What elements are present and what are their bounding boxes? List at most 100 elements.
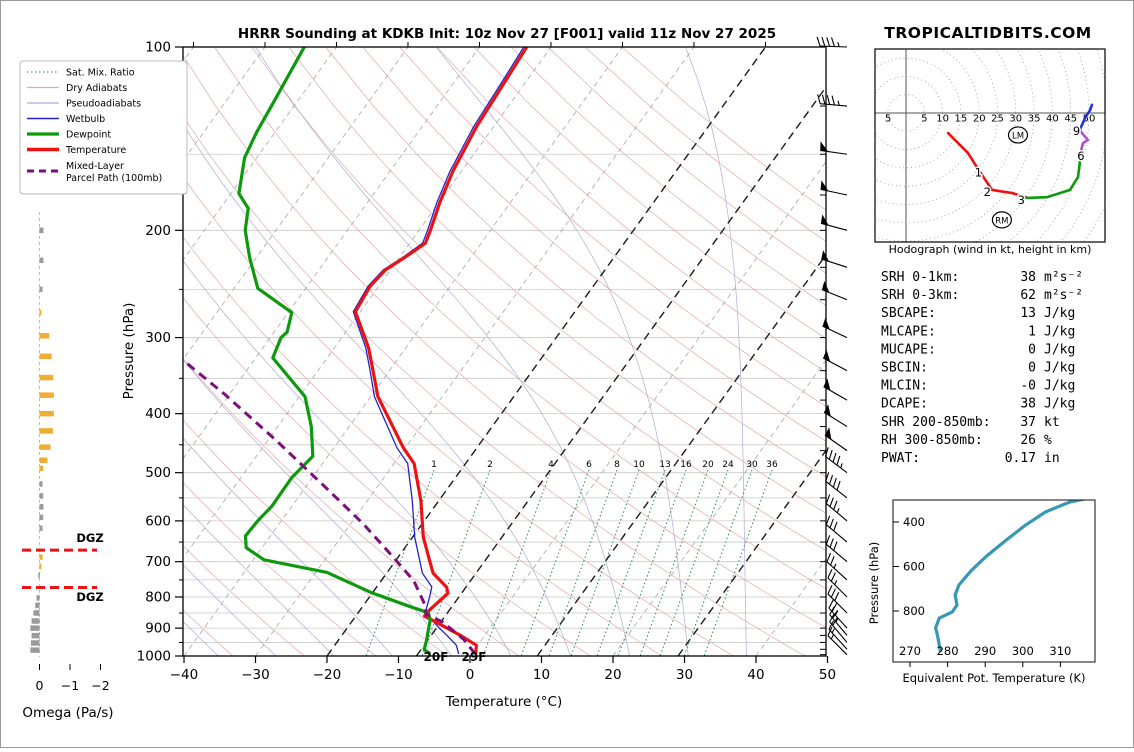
wind-barb [824, 447, 848, 474]
dry-adiabat-line [473, 47, 826, 339]
pressure-tick-label: 900 [145, 621, 171, 637]
pressure-tick-label: 200 [145, 223, 171, 239]
pseudoadiabat-line [183, 564, 277, 656]
pseudoadiabat-line [685, 47, 747, 656]
stat-label: PWAT: [881, 451, 920, 466]
pseudoadiabat-line [183, 437, 393, 656]
legend-item-label: Dewpoint [66, 130, 111, 141]
omega-bar [39, 465, 44, 472]
plot-title: HRRR Sounding at KDKB Init: 10z Nov 27 [… [238, 26, 776, 42]
mixing-ratio-line [520, 469, 590, 656]
omega-bar [35, 602, 40, 609]
stat-value: 0.17 [1005, 451, 1036, 466]
omega-bar [39, 227, 44, 234]
stat-row: SRH 0-3km: 62 m²s⁻² [881, 288, 1083, 303]
legend-item-label: Mixed-Layer [66, 161, 124, 172]
isotherm-line [183, 47, 623, 656]
wind-barb [823, 404, 848, 428]
wind-barb [829, 606, 848, 636]
legend-box [19, 60, 188, 195]
pressure-tick-label: 400 [145, 406, 171, 422]
stat-unit: J/kg [1044, 324, 1075, 339]
hodograph-trace-seg_6_9km [1078, 128, 1090, 157]
mixing-ratio-line [659, 469, 729, 656]
thetae-x-tick-label: 310 [1049, 644, 1071, 658]
stat-label: MLCAPE: [881, 324, 936, 339]
omega-bar [39, 493, 44, 499]
parcel-path-curve [186, 362, 477, 655]
wind-barb [817, 94, 848, 107]
wind-barb [822, 317, 848, 339]
omega-tick-label: 0 [36, 678, 44, 693]
omega-bar [39, 554, 43, 560]
stat-label: SHR 200-850mb: [881, 415, 991, 430]
stat-row: SBCIN: 0 J/kg [881, 361, 1075, 376]
hodograph-ring-label: 45 [1064, 114, 1077, 125]
mixing-ratio-label: 1 [431, 460, 437, 470]
stat-value: 0 [1028, 342, 1036, 357]
legend-item-label: Pseudoadiabats [66, 99, 141, 110]
dry-adiabat-line [288, 47, 826, 514]
mixing-ratio-line [703, 469, 773, 656]
omega-bar [33, 610, 40, 616]
wind-barb [828, 620, 848, 650]
isotherm-dark-line [415, 85, 826, 656]
temp-tick-label: −40 [170, 667, 199, 683]
thetae-x-tick-label: 290 [974, 644, 996, 658]
stat-unit: kt [1044, 415, 1060, 430]
mixing-ratio-label: 20 [702, 460, 714, 470]
mixing-ratio-line [365, 469, 435, 656]
isotherm-line [183, 47, 480, 460]
wind-barb [822, 349, 848, 372]
wind-barb [824, 427, 848, 452]
legend-item-label: Parcel Path (100mb) [66, 173, 162, 184]
hodograph-height-label: 2 [984, 185, 991, 199]
stat-value: -0 [1020, 379, 1036, 394]
hodograph-trace-seg_3_6km [1025, 153, 1082, 200]
mixing-ratio-line [570, 469, 640, 656]
thetae-y-tick-label: 400 [903, 515, 925, 529]
omega-axis-title: Omega (Pa/s) [22, 705, 113, 721]
hodograph-ring-label: 30 [1009, 114, 1022, 125]
mixing-ratio-label: 4 [548, 460, 554, 470]
dry-adiabat-line [510, 47, 826, 306]
omega-tick-label: −2 [91, 678, 109, 693]
stat-value: 38 [1020, 270, 1036, 285]
stats-panel: SRH 0-1km: 38 m²s⁻² SRH 0-3km: 62 m²s⁻² SBCAPE… [881, 270, 1083, 466]
rm-marker [991, 211, 1012, 229]
omega-bar [30, 625, 40, 631]
hodograph-height-label: 1 [975, 165, 982, 179]
omega-bar [39, 457, 48, 463]
dry-adiabat-line [183, 175, 735, 656]
hodograph-trace-seg_9_12km [1078, 103, 1094, 132]
mixing-ratio-label: 13 [659, 460, 670, 470]
stat-unit: m²s⁻² [1044, 288, 1083, 303]
pressure-tick-label: 500 [145, 465, 171, 481]
legend-item-label: Wetbulb [66, 114, 105, 125]
omega-bar [39, 257, 44, 264]
hodograph-height-label: 3 [1018, 193, 1025, 207]
stat-unit: m²s⁻² [1044, 270, 1083, 285]
thetae-x-axis-title: Equivalent Pot. Temperature (K) [902, 671, 1085, 685]
wind-barb [827, 569, 848, 598]
hodograph-frame [874, 48, 1106, 243]
temp-tick-label: 10 [533, 667, 550, 683]
hodograph-ring-label: 25 [991, 114, 1004, 125]
isotherm-line [183, 47, 409, 361]
omega-panel: 0 −1 −2 [22, 212, 110, 693]
hodograph-height-label: 9 [1073, 124, 1080, 138]
wind-barb [826, 552, 848, 581]
hodograph-caption: Hodograph (wind in kt, height in km) [889, 243, 1092, 256]
stat-unit: % [1044, 433, 1052, 448]
rm-marker-label: RM [995, 216, 1008, 226]
stat-row: PWAT: 0.17 in [881, 451, 1060, 466]
omega-bar [39, 514, 44, 521]
dry-adiabat-line [399, 47, 826, 407]
hodograph-ring-label: 20 [973, 114, 986, 125]
hodograph-ring-label: 5 [885, 114, 891, 125]
temp-tick-label: 50 [819, 667, 836, 683]
stat-value: 0 [1028, 361, 1036, 376]
surface-dewpoint-label: 20F [424, 650, 449, 664]
mixing-ratio-label: 6 [586, 460, 592, 470]
